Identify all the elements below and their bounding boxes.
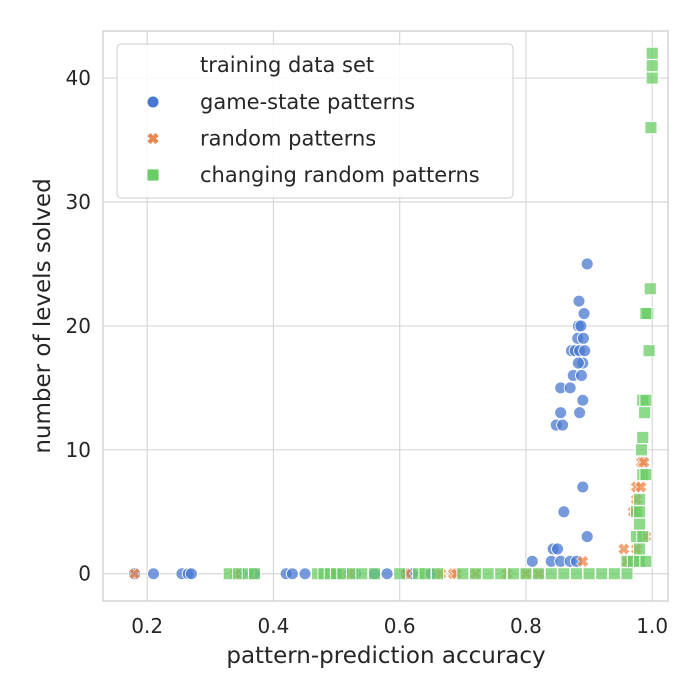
data-point [128, 567, 142, 581]
tick-labels: 0.2 0.4 0.6 0.8 1.0 0 10 20 30 40 [66, 66, 669, 638]
y-tick-label: 10 [66, 438, 91, 462]
data-point [635, 443, 648, 457]
y-tick-label: 0 [78, 562, 91, 586]
data-point [576, 480, 590, 494]
data-point [184, 567, 198, 581]
data-point [639, 554, 653, 568]
data-point [298, 567, 312, 581]
data-point [556, 418, 570, 432]
data-point [639, 393, 653, 407]
data-points [128, 46, 659, 581]
data-point [393, 567, 407, 581]
data-point [456, 567, 470, 581]
data-point [638, 406, 652, 420]
data-point [519, 567, 533, 581]
data-point [574, 319, 588, 333]
data-point [481, 567, 495, 581]
data-point [580, 530, 594, 544]
plot-frame [102, 30, 669, 602]
y-tick-label: 20 [66, 314, 91, 338]
data-point [380, 567, 394, 581]
legend-entry-label: changing random patterns [200, 163, 480, 187]
data-point [645, 71, 659, 85]
data-point [633, 492, 647, 506]
legend-marker [146, 95, 160, 109]
data-point [576, 331, 590, 345]
data-point [557, 505, 571, 519]
data-point [620, 567, 634, 581]
data-point [634, 480, 648, 494]
data-point [607, 567, 621, 581]
x-tick-label: 0.4 [258, 614, 290, 638]
x-tick-label: 0.8 [510, 614, 542, 638]
data-point [494, 567, 508, 581]
data-point [551, 542, 564, 556]
data-point [418, 567, 432, 581]
data-point [469, 567, 482, 581]
data-point [575, 369, 588, 382]
data-point [580, 257, 594, 271]
data-point [636, 430, 650, 444]
data-point [576, 554, 590, 568]
data-point [147, 567, 160, 581]
data-point [554, 406, 568, 420]
data-point [248, 567, 261, 581]
x-axis-label: pattern-prediction accuracy [226, 643, 545, 669]
x-tick-label: 0.2 [131, 614, 163, 638]
x-tick-label: 1.0 [636, 614, 668, 638]
data-point [636, 530, 650, 544]
data-point [582, 567, 596, 581]
legend-marker [146, 131, 160, 146]
data-point [563, 381, 577, 395]
data-point [642, 344, 656, 358]
data-point [525, 554, 539, 568]
legend: training data set game-state patterns ran… [116, 43, 514, 199]
data-point [617, 542, 631, 556]
legend-box [116, 43, 514, 199]
data-point [633, 517, 647, 531]
data-point [633, 505, 647, 519]
data-point [572, 294, 586, 308]
data-point [639, 307, 653, 320]
series-square-points [222, 46, 659, 581]
data-point [595, 567, 609, 581]
y-axis-label: number of levels solved [30, 178, 56, 453]
data-point [285, 567, 299, 581]
data-point [644, 121, 658, 135]
data-point [639, 468, 653, 482]
data-point [633, 542, 647, 556]
legend-title: training data set [200, 53, 374, 77]
legend-entry-label: random patterns [200, 127, 376, 151]
data-point [645, 59, 659, 73]
data-point [544, 567, 558, 581]
y-tick-label: 30 [66, 190, 91, 214]
data-point [573, 406, 587, 420]
data-point [577, 307, 591, 320]
data-point [368, 567, 381, 581]
data-point [578, 344, 592, 358]
data-point [506, 567, 520, 581]
data-point [355, 567, 369, 581]
data-point [431, 567, 445, 581]
legend-entries: game-state patterns random patterns changi… [146, 90, 480, 187]
data-point [643, 282, 657, 296]
legend-entry-label: game-state patterns [200, 90, 415, 114]
data-point [576, 393, 590, 407]
data-point [570, 567, 583, 581]
y-tick-label: 40 [66, 66, 91, 90]
data-point [532, 567, 546, 581]
data-point [645, 46, 659, 60]
data-point [571, 356, 585, 370]
legend-marker [146, 168, 160, 182]
x-tick-label: 0.6 [384, 614, 416, 638]
data-point [637, 455, 651, 469]
data-point [557, 567, 571, 581]
